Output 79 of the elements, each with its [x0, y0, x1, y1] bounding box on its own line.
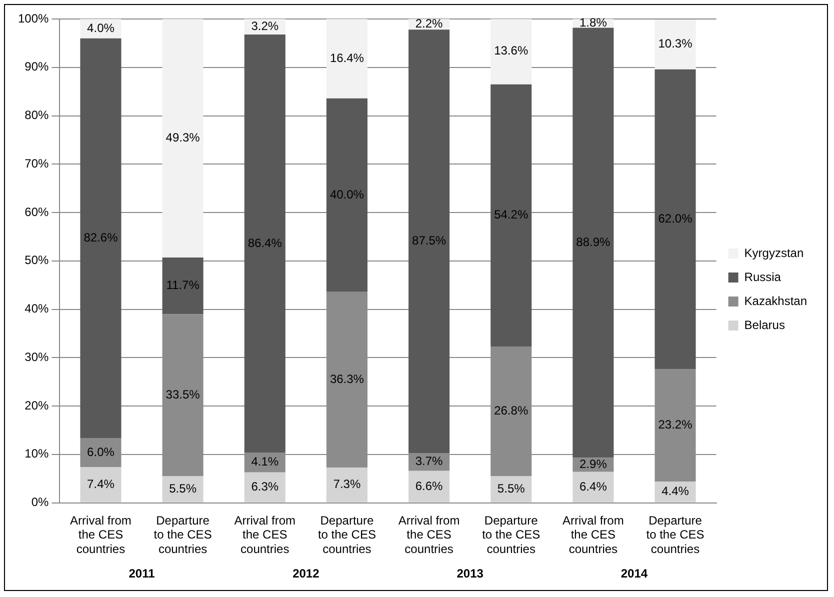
- x-tick-label: Departure to the CES countries: [646, 513, 704, 556]
- x-tick-label: Arrival from the CES countries: [70, 513, 132, 556]
- bar: [80, 467, 122, 502]
- bar: [654, 482, 696, 502]
- data-label: 88.9%: [576, 235, 611, 250]
- bar: [244, 34, 286, 452]
- data-label: 23.2%: [658, 418, 693, 432]
- bar: [490, 19, 532, 84]
- bar: [572, 28, 614, 458]
- data-label: 7.3%: [333, 477, 361, 492]
- data-label: 4.1%: [251, 454, 279, 469]
- data-label: 36.3%: [330, 372, 364, 386]
- data-label: 2.2%: [415, 16, 444, 31]
- y-tick-label: 80%: [24, 108, 50, 122]
- y-tick-label: 40%: [24, 302, 50, 316]
- data-label: 6.6%: [415, 478, 444, 493]
- x-tick-label: Arrival from the CES countries: [234, 513, 296, 556]
- bar: [490, 476, 532, 502]
- bar: [654, 19, 696, 70]
- data-label: 2.9%: [580, 457, 608, 472]
- data-label: 4.4%: [662, 484, 690, 498]
- bar: [490, 84, 532, 347]
- data-label: 5.5%: [497, 482, 526, 496]
- data-label: 6.4%: [580, 479, 608, 494]
- data-label: 82.6%: [84, 230, 118, 244]
- bar: [80, 38, 122, 438]
- legend-label: Russia: [744, 270, 782, 284]
- bar: [162, 258, 204, 314]
- bar: [162, 476, 204, 502]
- data-label: 26.8%: [494, 404, 528, 418]
- bar: [244, 472, 286, 502]
- bar: [162, 19, 204, 258]
- bar: [572, 472, 614, 502]
- data-label: 33.5%: [166, 387, 200, 402]
- y-tick-label: 70%: [24, 156, 50, 170]
- bar: [408, 30, 450, 453]
- y-tick-label: 50%: [24, 253, 50, 268]
- bar: [326, 467, 368, 502]
- text: 2011: [128, 566, 156, 580]
- x-tick-label: Arrival from the CES countries: [562, 513, 624, 556]
- y-tick-label: 100%: [18, 11, 50, 26]
- data-label: 3.7%: [415, 454, 444, 468]
- data-label: 16.4%: [330, 50, 364, 65]
- y-tick-label: 30%: [24, 350, 50, 364]
- data-label: 10.3%: [658, 36, 693, 51]
- text: 2014: [620, 566, 648, 580]
- y-tick-label: 0%: [31, 495, 50, 510]
- text: 2013: [456, 566, 484, 580]
- x-tick-label: Arrival from the CES countries: [398, 513, 460, 556]
- data-label: 3.2%: [251, 19, 279, 34]
- x-tick-label: Departure to the CES countries: [318, 513, 376, 556]
- data-label: 54.2%: [494, 208, 528, 222]
- text: 2012: [292, 566, 320, 580]
- data-label: 49.3%: [166, 130, 200, 145]
- bar: [326, 19, 368, 98]
- y-tick-label: 10%: [24, 446, 50, 461]
- data-label: 87.5%: [412, 234, 446, 248]
- y-tick-label: 20%: [24, 398, 50, 412]
- data-label: 7.4%: [87, 476, 115, 491]
- data-label: 40.0%: [330, 187, 364, 202]
- bar: [326, 98, 368, 292]
- data-label: 6.0%: [87, 444, 115, 459]
- data-label: 6.3%: [251, 480, 279, 494]
- data-label: 13.6%: [494, 44, 528, 58]
- data-label: 86.4%: [248, 236, 282, 250]
- legend-label: Belarus: [744, 318, 785, 332]
- y-tick-label: 90%: [24, 60, 50, 74]
- data-label: 4.0%: [87, 20, 115, 35]
- data-label: 62.0%: [658, 212, 693, 226]
- data-label: 11.7%: [166, 278, 200, 292]
- data-label: 1.8%: [580, 16, 608, 30]
- y-tick-label: 60%: [24, 204, 50, 219]
- x-tick-label: Departure to the CES countries: [154, 513, 212, 556]
- bar: [654, 69, 696, 370]
- bar: [408, 470, 450, 502]
- legend-label: Kyrgyzstan: [744, 246, 804, 260]
- data-label: 5.5%: [169, 482, 197, 496]
- x-tick-label: Departure to the CES countries: [482, 513, 540, 556]
- legend-label: Kazakhstan: [744, 294, 808, 308]
